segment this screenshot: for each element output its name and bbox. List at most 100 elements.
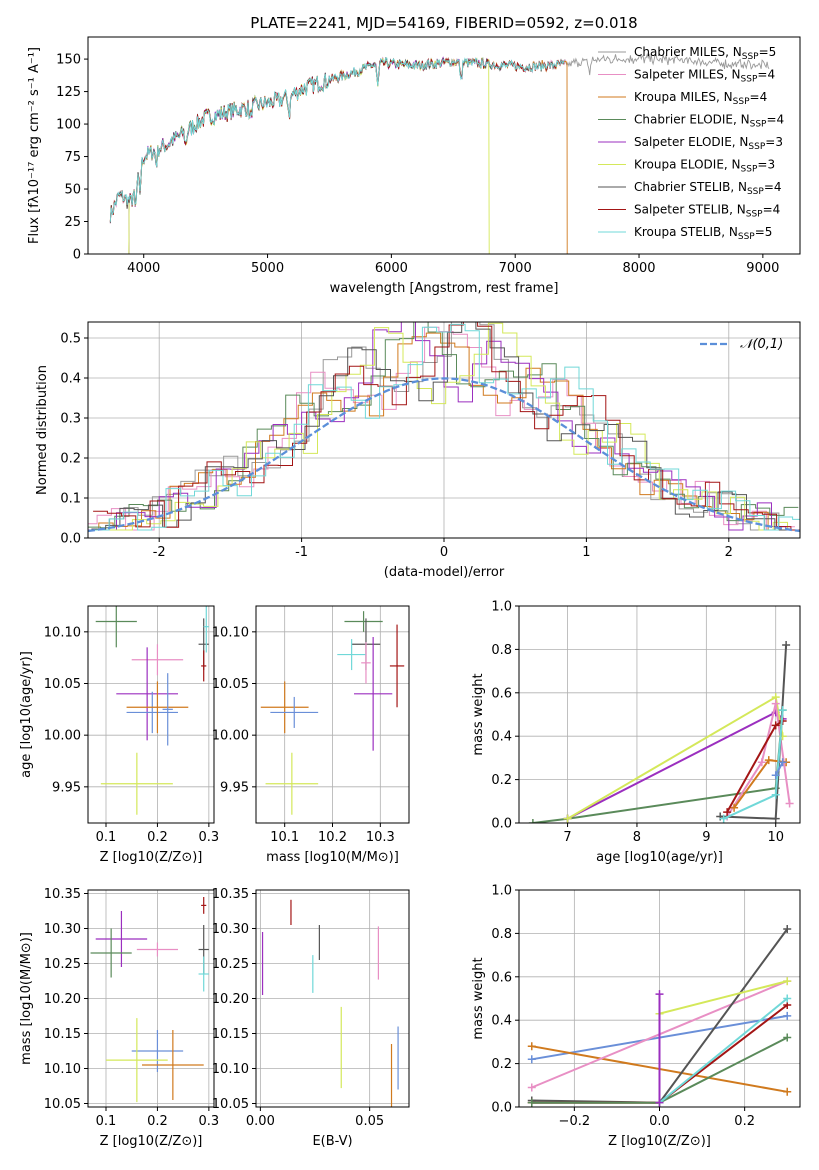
x-tick-label: 7 bbox=[563, 830, 571, 845]
weight-line bbox=[567, 695, 784, 820]
weight-line bbox=[726, 720, 784, 813]
y-tick-label: 10.30 bbox=[44, 922, 81, 937]
y-tick-label: 10.15 bbox=[212, 1027, 249, 1042]
x-axis-label: E(B-V) bbox=[312, 1134, 352, 1149]
y-tick-label: 10.10 bbox=[44, 1062, 81, 1077]
x-tick-label: 8000 bbox=[622, 261, 655, 276]
y-tick-label: 10.30 bbox=[212, 922, 249, 937]
y-axis-label: Flux [fλ10⁻¹⁷ erg cm⁻² s⁻¹ A⁻¹] bbox=[27, 47, 42, 244]
x-tick-label: 0.3 bbox=[199, 1114, 220, 1129]
spectrum-line bbox=[109, 57, 565, 222]
weight-line bbox=[658, 997, 788, 1104]
legend-entry: Salpeter STELIB, NSSP=4 bbox=[634, 203, 780, 220]
y-axis-label: mass [log10(M/M⊙)] bbox=[19, 932, 34, 1065]
y-tick-label: 125 bbox=[56, 85, 81, 100]
y-tick-label: 0.4 bbox=[491, 1014, 512, 1029]
y-axis-label: mass weight bbox=[471, 957, 486, 1039]
legend-value: =4 bbox=[763, 203, 781, 217]
y-tick-label: 0.6 bbox=[491, 970, 512, 985]
axes-frame bbox=[255, 605, 410, 824]
x-axis-label: (data-model)/error bbox=[384, 565, 505, 580]
y-tick-label: 0.8 bbox=[491, 927, 512, 942]
y-axis-label: Normed distribution bbox=[35, 365, 50, 495]
y-tick-label: 0.2 bbox=[60, 452, 81, 467]
spectrum-line bbox=[128, 56, 490, 254]
spectrum-line bbox=[109, 56, 565, 224]
legend-value: =4 bbox=[764, 180, 782, 194]
x-tick-label: 0.2 bbox=[734, 1114, 755, 1129]
x-axis-label: wavelength [Angstrom, rest frame] bbox=[330, 281, 559, 296]
x-tick-label: -1 bbox=[295, 545, 308, 560]
weight-marker bbox=[778, 706, 787, 715]
weight-marker bbox=[771, 771, 780, 780]
legend-entry: Chabrier STELIB, NSSP=4 bbox=[634, 180, 782, 197]
x-tick-label: 0.1 bbox=[96, 1114, 117, 1129]
weight-marker bbox=[527, 1042, 536, 1051]
axes-frame bbox=[87, 36, 801, 255]
legend-subscript: SSP bbox=[750, 120, 767, 130]
x-tick-label: 9 bbox=[702, 830, 710, 845]
legend-value: =5 bbox=[755, 225, 773, 239]
y-tick-label: 10.20 bbox=[44, 992, 81, 1007]
y-tick-label: 50 bbox=[64, 183, 81, 198]
plot-area bbox=[256, 606, 409, 823]
y-tick-label: 10.15 bbox=[44, 1027, 81, 1042]
weight-marker bbox=[783, 1011, 792, 1020]
y-tick-label: 10.25 bbox=[212, 957, 249, 972]
x-tick-label: 5000 bbox=[251, 261, 284, 276]
legend-entry: Kroupa ELODIE, NSSP=3 bbox=[634, 158, 775, 175]
y-tick-label: 0.5 bbox=[60, 332, 81, 347]
legend-subscript: SSP bbox=[746, 210, 763, 220]
y-tick-label: 1.0 bbox=[491, 884, 512, 899]
weight-marker bbox=[783, 1033, 792, 1042]
y-tick-label: 10.35 bbox=[212, 887, 249, 902]
plot-area bbox=[88, 322, 800, 538]
y-tick-label: 1.0 bbox=[491, 600, 512, 615]
y-tick-label: 10.20 bbox=[212, 992, 249, 1007]
legend-subscript: SSP bbox=[747, 187, 764, 197]
plot-area bbox=[519, 890, 800, 1107]
y-tick-label: 150 bbox=[56, 53, 81, 68]
y-tick-label: 0.1 bbox=[60, 492, 81, 507]
y-tick-label: 10.05 bbox=[44, 1097, 81, 1112]
y-tick-label: 0 bbox=[73, 248, 81, 263]
spectrum-line bbox=[109, 57, 568, 254]
x-tick-label: 9000 bbox=[746, 261, 779, 276]
y-tick-label: 75 bbox=[64, 150, 81, 165]
x-tick-label: −0.2 bbox=[559, 1114, 591, 1129]
weight-marker bbox=[771, 721, 780, 730]
legend-entry: Chabrier MILES, NSSP=5 bbox=[634, 45, 776, 62]
weight-marker bbox=[527, 1083, 536, 1092]
x-tick-label: 2 bbox=[725, 545, 733, 560]
weight-marker bbox=[783, 994, 792, 1003]
x-tick-label: 1 bbox=[582, 545, 590, 560]
panel-age-vs-Z: 0.1 0.2 0.3 9.95 10.00 10.05 10.10 Z [log10(Z/Z… bbox=[19, 605, 219, 865]
residual-histogram bbox=[89, 322, 800, 531]
panel-mass-vs-Z: 0.1 0.2 0.3 10.05 10.10 10.15 10.20 10.25 10.30 1… bbox=[19, 887, 219, 1149]
x-tick-label: 7000 bbox=[499, 261, 532, 276]
weight-marker bbox=[563, 814, 572, 823]
gaussian-curve bbox=[88, 377, 800, 533]
x-tick-label: 0.2 bbox=[147, 830, 168, 845]
panel-mass-weight-vs-age: 7 8 9 10 0.0 0.2 0.4 0.6 0.8 1.0 age [log10(age/yr… bbox=[471, 600, 801, 865]
x-tick-label: 10.2 bbox=[318, 830, 347, 845]
y-tick-label: 10.05 bbox=[212, 1097, 249, 1112]
legend-subscript: SSP bbox=[738, 232, 755, 242]
legend-subscript: SSP bbox=[741, 165, 758, 175]
spectrum-line bbox=[128, 56, 490, 254]
weight-marker bbox=[764, 756, 773, 765]
x-tick-label: 10 bbox=[767, 830, 784, 845]
axes-frame bbox=[518, 889, 801, 1108]
legend-entry: 𝒩(0,1) bbox=[740, 337, 783, 352]
residual-histogram bbox=[88, 332, 797, 531]
y-axis-label: age [log10(age/yr)] bbox=[19, 651, 34, 778]
y-tick-label: 0.8 bbox=[491, 643, 512, 658]
x-tick-label: -2 bbox=[153, 545, 166, 560]
axes-frame bbox=[255, 889, 410, 1108]
weight-marker bbox=[723, 808, 732, 817]
y-tick-label: 0.2 bbox=[491, 773, 512, 788]
weight-marker bbox=[778, 758, 787, 767]
y-tick-label: 10.10 bbox=[44, 625, 81, 640]
weight-marker bbox=[655, 1098, 664, 1107]
